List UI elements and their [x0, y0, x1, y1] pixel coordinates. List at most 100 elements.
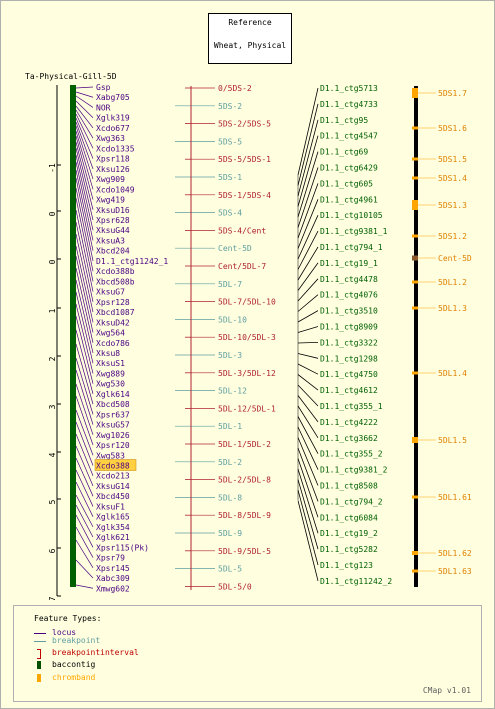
breakpoint-label[interactable]: 5DL-3 [218, 351, 242, 360]
baccontig-label[interactable]: D1.1_ctg794_1 [320, 243, 383, 252]
breakpointinterval-label[interactable]: 5DS-5/5DS-1 [218, 155, 271, 164]
breakpointinterval-label[interactable]: 5DL-8/5DL-9 [218, 511, 271, 520]
reference-box[interactable]: Reference Wheat, Physical [208, 13, 292, 64]
breakpoint-label[interactable]: 5DS-1 [218, 173, 242, 182]
breakpoint-label[interactable]: 5DL-5 [218, 565, 242, 574]
locus-label[interactable]: Xcdo213 [96, 472, 130, 481]
locus-label[interactable]: Xwg363 [96, 134, 125, 143]
baccontig-label[interactable]: D1.1_ctg4478 [320, 275, 378, 284]
baccontig-label[interactable]: D1.1_ctg11242_2 [320, 577, 392, 586]
chromband-label[interactable]: 5DS1.6 [438, 124, 467, 133]
chromband-segment[interactable] [412, 234, 418, 238]
locus-label[interactable]: Xpsr79 [96, 554, 125, 563]
locus-label[interactable]: XksuF1 [96, 502, 125, 511]
baccontig-label[interactable]: D1.1_ctg605 [320, 179, 373, 188]
baccontig-label[interactable]: D1.1_ctg794_2 [320, 497, 383, 506]
baccontig-label[interactable]: D1.1_ctg4733 [320, 100, 378, 109]
locus-label[interactable]: Xcdo1049 [96, 185, 135, 194]
locus-label[interactable]: Xpsr128 [96, 298, 130, 307]
chromband-segment[interactable] [412, 126, 418, 130]
locus-label[interactable]: Xglk621 [96, 533, 130, 542]
locus-label[interactable]: Xwg889 [96, 369, 125, 378]
locus-label[interactable]: Xpsr628 [96, 216, 130, 225]
locus-label[interactable]: Xcdo388 [96, 462, 130, 471]
breakpointinterval-label[interactable]: 5DL-5/0 [218, 582, 252, 591]
baccontig-label[interactable]: D1.1_ctg4547 [320, 132, 378, 141]
breakpoint-label[interactable]: 5DL-2 [218, 458, 242, 467]
chromband-segment[interactable] [412, 371, 418, 375]
baccontig-label[interactable]: D1.1_ctg355_1 [320, 402, 383, 411]
locus-label[interactable]: Xpsr118 [96, 155, 130, 164]
breakpoint-label[interactable]: 5DL-12 [218, 387, 247, 396]
locus-label[interactable]: Xglk165 [96, 513, 130, 522]
locus-label[interactable]: Xksu8 [96, 349, 120, 358]
locus-label[interactable]: Xpsr120 [96, 441, 130, 450]
chromband-segment[interactable] [412, 437, 418, 443]
locus-label[interactable]: Xbcd204 [96, 247, 130, 256]
baccontig-label[interactable]: D1.1_ctg1298 [320, 354, 378, 363]
breakpointinterval-label[interactable]: 5DS-1/5DS-4 [218, 191, 271, 200]
breakpoint-label[interactable]: 5DS-4 [218, 209, 242, 218]
locus-label[interactable]: Xpsr115(Pk) [96, 543, 149, 552]
chromband-segment[interactable] [412, 306, 418, 310]
baccontig-label[interactable]: D1.1_ctg123 [320, 561, 373, 570]
breakpointinterval-label[interactable]: 0/5DS-2 [218, 84, 252, 93]
breakpoint-label[interactable]: 5DL-8 [218, 493, 242, 502]
baccontig-label[interactable]: D1.1_ctg6084 [320, 513, 378, 522]
chromband-segment[interactable] [412, 88, 418, 98]
locus-label[interactable]: Xcdo388b [96, 267, 135, 276]
chromband-segment[interactable] [412, 176, 418, 180]
locus-label[interactable]: Xksu126 [96, 165, 130, 174]
baccontig-label[interactable]: D1.1_ctg3510 [320, 307, 378, 316]
breakpointinterval-label[interactable]: 5DL-7/5DL-10 [218, 298, 276, 307]
map-title[interactable]: Ta-Physical-Gill-5D [25, 72, 117, 81]
locus-label[interactable]: Xglk614 [96, 390, 130, 399]
locus-label[interactable]: Xwg1026 [96, 431, 130, 440]
locus-label[interactable]: D1.1_ctg11242_1 [96, 257, 168, 266]
breakpoint-label[interactable]: 5DS-2 [218, 102, 242, 111]
chromband-segment[interactable] [412, 551, 418, 555]
locus-label[interactable]: Xwg530 [96, 380, 125, 389]
locus-label[interactable]: Xbcd1087 [96, 308, 135, 317]
baccontig-label[interactable]: D1.1_ctg3662 [320, 434, 378, 443]
baccontig-label[interactable]: D1.1_ctg19_1 [320, 259, 378, 268]
chromband-segment[interactable] [412, 200, 418, 210]
locus-label[interactable]: Xwg583 [96, 451, 125, 460]
baccontig-label[interactable]: D1.1_ctg95 [320, 116, 368, 125]
locus-label[interactable]: Xmwg602 [96, 584, 130, 593]
baccontig-label[interactable]: D1.1_ctg5282 [320, 545, 378, 554]
chromband-label[interactable]: 5DS1.7 [438, 89, 467, 98]
locus-label[interactable]: XksuG57 [96, 421, 130, 430]
chromband-label[interactable]: 5DL1.3 [438, 304, 467, 313]
baccontig-label[interactable]: D1.1_ctg6429 [320, 164, 378, 173]
baccontig-label[interactable]: D1.1_ctg9381_1 [320, 227, 388, 236]
locus-label[interactable]: XksuS1 [96, 359, 125, 368]
locus-label[interactable]: Xwg909 [96, 175, 125, 184]
breakpoint-label[interactable]: 5DL-9 [218, 529, 242, 538]
baccontig-label[interactable]: D1.1_ctg4222 [320, 418, 378, 427]
baccontig-label[interactable]: D1.1_ctg4076 [320, 291, 378, 300]
breakpointinterval-label[interactable]: 5DL-9/5DL-5 [218, 547, 271, 556]
chromband-segment[interactable] [412, 569, 418, 573]
locus-label[interactable]: NOR [96, 103, 111, 112]
baccontig-label[interactable]: D1.1_ctg69 [320, 148, 368, 157]
locus-label[interactable]: Xcdo677 [96, 124, 130, 133]
locus-label[interactable]: Xabg705 [96, 93, 130, 102]
baccontig-label[interactable]: D1.1_ctg3322 [320, 338, 378, 347]
locus-label[interactable]: Xwg419 [96, 196, 125, 205]
baccontig-label[interactable]: D1.1_ctg10105 [320, 211, 383, 220]
breakpointinterval-label[interactable]: 5DL-10/5DL-3 [218, 333, 276, 342]
baccontig-label[interactable]: D1.1_ctg8909 [320, 323, 378, 332]
locus-label[interactable]: XksuG14 [96, 482, 130, 491]
chromband-label[interactable]: 5DS1.2 [438, 232, 467, 241]
chromband-segment[interactable] [412, 495, 418, 499]
breakpoint-label[interactable]: 5DL-1 [218, 422, 242, 431]
baccontig-label[interactable]: D1.1_ctg4961 [320, 195, 378, 204]
locus-label[interactable]: Xwg564 [96, 329, 125, 338]
chromband-label[interactable]: 5DS1.5 [438, 155, 467, 164]
locus-label[interactable]: XksuA3 [96, 236, 125, 245]
locus-label[interactable]: Xbcd508 [96, 400, 130, 409]
chromband-label[interactable]: 5DL1.62 [438, 549, 472, 558]
breakpointinterval-label[interactable]: 5DS-4/Cent [218, 226, 266, 235]
chromband-label[interactable]: 5DL1.2 [438, 278, 467, 287]
